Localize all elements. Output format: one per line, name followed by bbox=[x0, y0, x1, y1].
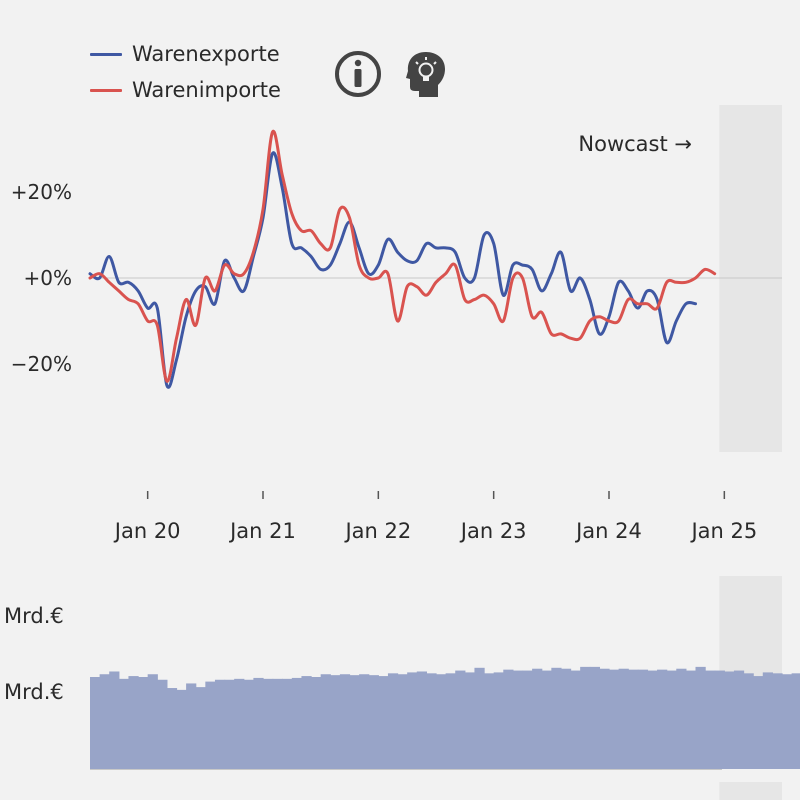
trade-volume-bar bbox=[186, 683, 197, 769]
trade-volume-bar bbox=[762, 672, 773, 769]
trade-volume-bar bbox=[512, 670, 524, 769]
legend-item-exports[interactable]: Warenexporte bbox=[90, 36, 281, 72]
trade-volume-bar bbox=[359, 674, 370, 769]
trade-volume-bar bbox=[695, 666, 706, 769]
x-tick-label: Jan 22 bbox=[343, 519, 411, 543]
trade-volume-bar bbox=[705, 670, 716, 769]
trade-volume-bar bbox=[493, 672, 504, 769]
legend-item-imports[interactable]: Warenimporte bbox=[90, 72, 281, 108]
trade-volume-bar bbox=[99, 674, 110, 769]
legend-label-exports: Warenexporte bbox=[132, 42, 280, 66]
trade-volume-bar bbox=[436, 674, 447, 769]
trade-volume-bar bbox=[263, 678, 274, 769]
trade-volume-bar bbox=[753, 676, 764, 769]
trade-volume-bar bbox=[176, 689, 187, 769]
trade-volume-bar bbox=[272, 678, 283, 769]
trade-volume-bar bbox=[589, 666, 600, 769]
trade-volume-bar bbox=[657, 669, 668, 769]
bar-axis-label-top: Mrd.€ bbox=[4, 604, 64, 628]
trade-volume-bar bbox=[234, 678, 245, 769]
info-icon[interactable] bbox=[334, 50, 382, 98]
trade-volume-bar bbox=[743, 673, 754, 769]
trade-volume-bar bbox=[532, 668, 543, 769]
trade-volume-bar bbox=[214, 679, 226, 769]
trade-volume-bar bbox=[282, 678, 293, 769]
trade-volume-bar bbox=[580, 666, 591, 769]
trade-volume-bar bbox=[666, 670, 677, 769]
trade-volume-bar bbox=[628, 669, 639, 769]
trade-volume-bar bbox=[733, 670, 745, 769]
trade-volume-bar bbox=[339, 674, 351, 769]
trade-volume-bar bbox=[551, 667, 562, 769]
legend: Warenexporte Warenimporte bbox=[90, 36, 281, 108]
series-line-warenimporte bbox=[88, 129, 717, 383]
nowcast-region-next bbox=[719, 782, 782, 800]
trade-volume-bar bbox=[109, 671, 120, 769]
trade-volume-bar bbox=[541, 670, 552, 769]
trade-volume-bar bbox=[637, 669, 649, 769]
trade-volume-bar bbox=[378, 676, 389, 769]
trade-volume-bar bbox=[772, 673, 783, 769]
y-tick-label: −20% bbox=[11, 352, 72, 376]
trade-volume-bar bbox=[560, 668, 572, 769]
trade-volume-bar bbox=[685, 670, 697, 769]
trade-volume-bar bbox=[474, 667, 485, 769]
trade-volume-bar bbox=[647, 670, 658, 769]
trade-volume-bar bbox=[724, 671, 735, 769]
nowcast-label: Nowcast → bbox=[578, 132, 692, 156]
trade-volume-bar bbox=[782, 674, 793, 769]
trade-volume-bar bbox=[330, 675, 341, 769]
trade-volume-bar bbox=[349, 675, 360, 769]
x-tick-label: Jan 24 bbox=[574, 519, 642, 543]
trade-volume-bar bbox=[157, 679, 168, 769]
trade-volume-bar bbox=[291, 677, 303, 769]
x-tick-label: Jan 25 bbox=[689, 519, 757, 543]
trade-volume-bar bbox=[90, 677, 101, 769]
trade-volume-bar bbox=[243, 679, 254, 769]
bar-axis-label-mid: Mrd.€ bbox=[4, 680, 64, 704]
trade-volume-bar bbox=[455, 670, 466, 769]
trade-volume-bar bbox=[791, 673, 800, 769]
trade-volume-bar bbox=[128, 676, 139, 769]
trade-volume-bar bbox=[570, 670, 581, 769]
trade-volume-bar bbox=[311, 677, 322, 769]
trade-volume-bar bbox=[609, 669, 620, 769]
trade-volume-bar bbox=[416, 671, 427, 769]
trade-volume-bar bbox=[618, 668, 629, 769]
trade-volume-bar bbox=[522, 670, 533, 769]
trade-volume-bar bbox=[397, 674, 408, 769]
series-line-warenexporte bbox=[88, 151, 697, 389]
x-tick-label: Jan 23 bbox=[459, 519, 527, 543]
trade-volume-bar bbox=[368, 675, 379, 769]
trade-volume-bar bbox=[224, 679, 235, 769]
x-tick-label: Jan 21 bbox=[228, 519, 296, 543]
x-tick-label: Jan 20 bbox=[113, 519, 181, 543]
trade-volume-bar bbox=[205, 681, 216, 769]
trade-volume-bar bbox=[166, 688, 178, 769]
trade-volume-bar bbox=[147, 674, 158, 769]
legend-swatch-exports bbox=[90, 52, 122, 56]
trade-volume-bar bbox=[253, 677, 264, 769]
trade-volume-bar bbox=[195, 687, 206, 769]
trade-volume-bar bbox=[599, 668, 610, 769]
trade-volume-bar bbox=[138, 677, 149, 769]
trade-volume-bar bbox=[676, 668, 687, 769]
trade-volume-bar bbox=[426, 673, 437, 769]
trade-volume-bar bbox=[387, 673, 399, 769]
trade-volume-bar bbox=[118, 678, 130, 769]
trade-volume-bar bbox=[714, 670, 725, 769]
y-tick-label: +20% bbox=[11, 180, 72, 204]
legend-swatch-imports bbox=[90, 88, 122, 92]
trade-volume-bar bbox=[503, 669, 514, 769]
y-tick-label: +0% bbox=[24, 266, 73, 290]
trade-volume-bar bbox=[301, 676, 312, 769]
trade-volume-bar bbox=[464, 672, 476, 769]
trade-volume-bar bbox=[320, 674, 331, 769]
legend-label-imports: Warenimporte bbox=[132, 78, 281, 102]
trade-volume-bar bbox=[445, 673, 456, 769]
trade-volume-bar bbox=[484, 673, 495, 769]
insight-head-icon[interactable] bbox=[405, 50, 447, 98]
trade-volume-bar bbox=[407, 672, 418, 769]
